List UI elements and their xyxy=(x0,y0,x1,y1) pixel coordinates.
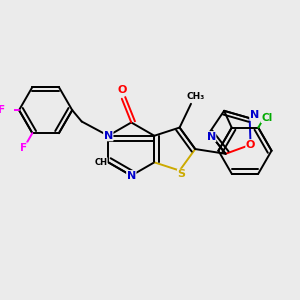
Text: O: O xyxy=(117,85,127,95)
Text: N: N xyxy=(206,132,216,142)
Text: F: F xyxy=(0,105,5,115)
Text: N: N xyxy=(104,131,113,141)
Text: CH: CH xyxy=(94,158,107,167)
Text: O: O xyxy=(246,140,255,150)
Text: Cl: Cl xyxy=(261,112,272,123)
Text: N: N xyxy=(127,171,136,181)
Text: S: S xyxy=(178,169,185,179)
Text: N: N xyxy=(250,110,259,120)
Text: F: F xyxy=(20,143,27,153)
Text: CH₃: CH₃ xyxy=(187,92,205,101)
